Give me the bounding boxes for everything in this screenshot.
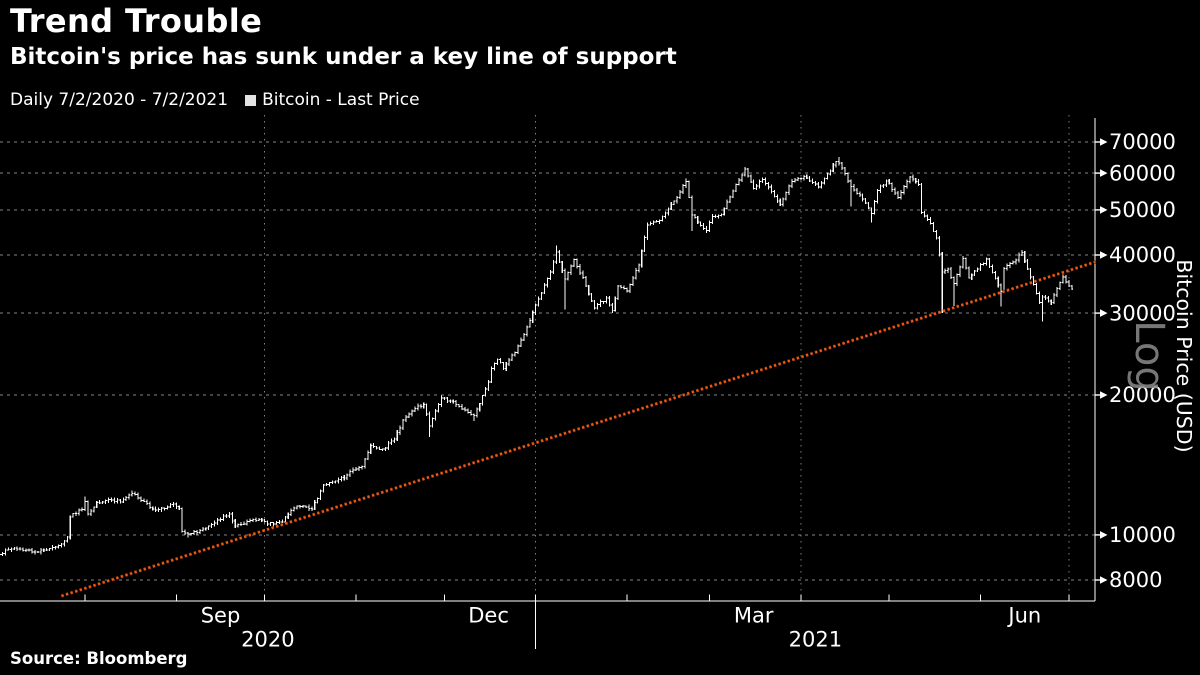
y-axis-tick-label: 10000 <box>1109 523 1176 547</box>
price-bars <box>0 157 1074 557</box>
y-axis-tick-label: 40000 <box>1109 243 1176 267</box>
series-marker-icon <box>245 94 257 106</box>
page-title: Trend Trouble <box>10 2 263 40</box>
y-tick-arrow-icon <box>1100 576 1108 584</box>
y-axis-tick-label: 60000 <box>1109 161 1176 185</box>
y-tick-arrow-icon <box>1100 206 1108 214</box>
gridlines <box>0 115 1095 601</box>
y-axis-tick-label: 8000 <box>1109 568 1162 592</box>
axes <box>0 118 1108 649</box>
y-axis-scale-label: Log <box>1126 320 1172 391</box>
y-axis-title: Bitcoin Price (USD) <box>1172 259 1196 452</box>
x-axis-month-label: Mar <box>734 604 774 628</box>
y-axis-tick-label: 50000 <box>1109 198 1176 222</box>
support-trend-line <box>60 260 1097 598</box>
y-tick-arrow-icon <box>1100 391 1108 399</box>
y-tick-arrow-icon <box>1100 309 1108 317</box>
y-tick-arrow-icon <box>1100 138 1108 146</box>
x-axis-month-label: Jun <box>1006 604 1041 628</box>
y-axis-tick-label: 70000 <box>1109 130 1176 154</box>
trend-line <box>61 260 1096 598</box>
y-tick-arrow-icon <box>1100 251 1108 259</box>
y-axis-tick-label: 30000 <box>1109 301 1176 325</box>
ohlc-open-close-ticks <box>0 161 1074 555</box>
axis-labels: 70000 60000 50000 40000 30000 20000 10000 8000 S… <box>201 130 1176 651</box>
page-subtitle: Bitcoin's price has sunk under a key lin… <box>10 44 677 70</box>
legend-period-label: Daily 7/2/2020 - 7/2/2021 <box>10 90 229 110</box>
y-axis-tick-label: 20000 <box>1109 383 1176 407</box>
y-tick-arrow-icon <box>1100 169 1108 177</box>
legend-series-label: Bitcoin - Last Price <box>262 90 420 110</box>
x-axis-month-label: Dec <box>468 604 509 628</box>
y-tick-arrow-icon <box>1100 531 1108 539</box>
source-attribution: Source: Bloomberg <box>10 649 188 668</box>
x-axis-month-label: Sep <box>201 604 241 628</box>
chart-legend: Daily 7/2/2020 - 7/2/2021 Bitcoin - Last… <box>10 90 420 110</box>
x-axis-year-label: 2021 <box>789 628 842 652</box>
x-axis-year-label: 2020 <box>241 628 294 652</box>
